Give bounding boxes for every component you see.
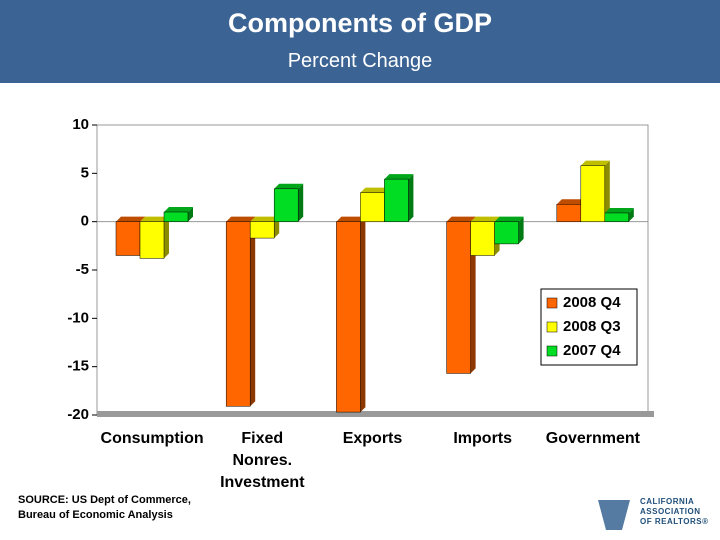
bar-top — [164, 207, 193, 212]
bar-top — [580, 160, 610, 166]
bar — [556, 204, 582, 222]
x-tick-label: Exports — [342, 430, 403, 447]
bar-top — [446, 216, 476, 222]
bar-top — [384, 174, 414, 180]
legend-label: 2007 Q4 — [563, 342, 621, 359]
x-tick-label: Imports — [453, 430, 513, 447]
legend-label: 2008 Q4 — [563, 294, 621, 311]
bar-top — [556, 199, 586, 205]
y-tick-label: -5 — [76, 261, 89, 278]
y-tick-label: -15 — [67, 358, 89, 375]
header-band — [0, 0, 720, 83]
x-tick-label: Fixed Nonres. Investment — [220, 430, 305, 491]
bar — [470, 221, 495, 256]
bar — [494, 221, 519, 245]
bar — [604, 212, 630, 222]
logo-text: OF REALTORS® — [640, 517, 709, 526]
plot-floor — [97, 411, 654, 417]
bar — [580, 165, 606, 222]
source-note: SOURCE: US Dept of Commerce, Bureau of E… — [18, 494, 191, 521]
legend-swatch — [546, 345, 558, 357]
bar — [139, 221, 165, 259]
bar-top — [604, 207, 634, 213]
bar — [446, 221, 471, 374]
bar-side — [164, 216, 169, 259]
logo: CALIFORNIA ASSOCIATION OF REALTORS® — [640, 497, 709, 527]
bar-side — [360, 216, 366, 413]
bar-top — [250, 216, 280, 222]
y-tick-label: -10 — [67, 309, 89, 326]
bar — [225, 221, 251, 407]
bar — [384, 178, 409, 222]
x-tick-label: Consumption — [100, 430, 204, 447]
bar-top — [274, 183, 304, 189]
bar-top — [336, 216, 366, 222]
bar — [249, 221, 275, 239]
bar — [163, 211, 189, 222]
y-tick-label: 0 — [81, 213, 89, 230]
plot-area — [96, 124, 649, 416]
bar-side — [274, 216, 280, 239]
bar-side — [628, 207, 634, 222]
bar-top — [494, 216, 524, 222]
logo-text: ASSOCIATION — [640, 507, 701, 516]
bar-side — [470, 216, 476, 374]
legend-swatch — [546, 321, 558, 333]
bar — [360, 192, 385, 222]
bar-side — [250, 216, 256, 407]
bar-side — [298, 183, 304, 222]
legend-swatch — [546, 297, 558, 309]
bar-side — [518, 216, 524, 244]
bar-top — [140, 216, 169, 222]
bar — [115, 221, 141, 256]
y-tick-label: 10 — [72, 116, 89, 133]
bar-side — [604, 160, 610, 222]
bar-top — [470, 216, 500, 222]
legend-label: 2008 Q3 — [563, 318, 621, 335]
logo-text: CALIFORNIA — [640, 497, 695, 506]
y-tick-label: 5 — [81, 164, 89, 181]
bar-top — [226, 216, 256, 222]
chart-subtitle: Percent Change — [287, 50, 433, 72]
bar-top — [116, 216, 145, 222]
y-tick-label: -20 — [67, 406, 89, 423]
bar-side — [408, 174, 414, 222]
chart-title: Components of GDP — [228, 8, 492, 38]
x-tick-label: Government — [545, 430, 641, 447]
bar-top — [360, 187, 390, 193]
bar — [336, 221, 361, 413]
bar — [273, 188, 299, 222]
bar-side — [188, 207, 193, 222]
